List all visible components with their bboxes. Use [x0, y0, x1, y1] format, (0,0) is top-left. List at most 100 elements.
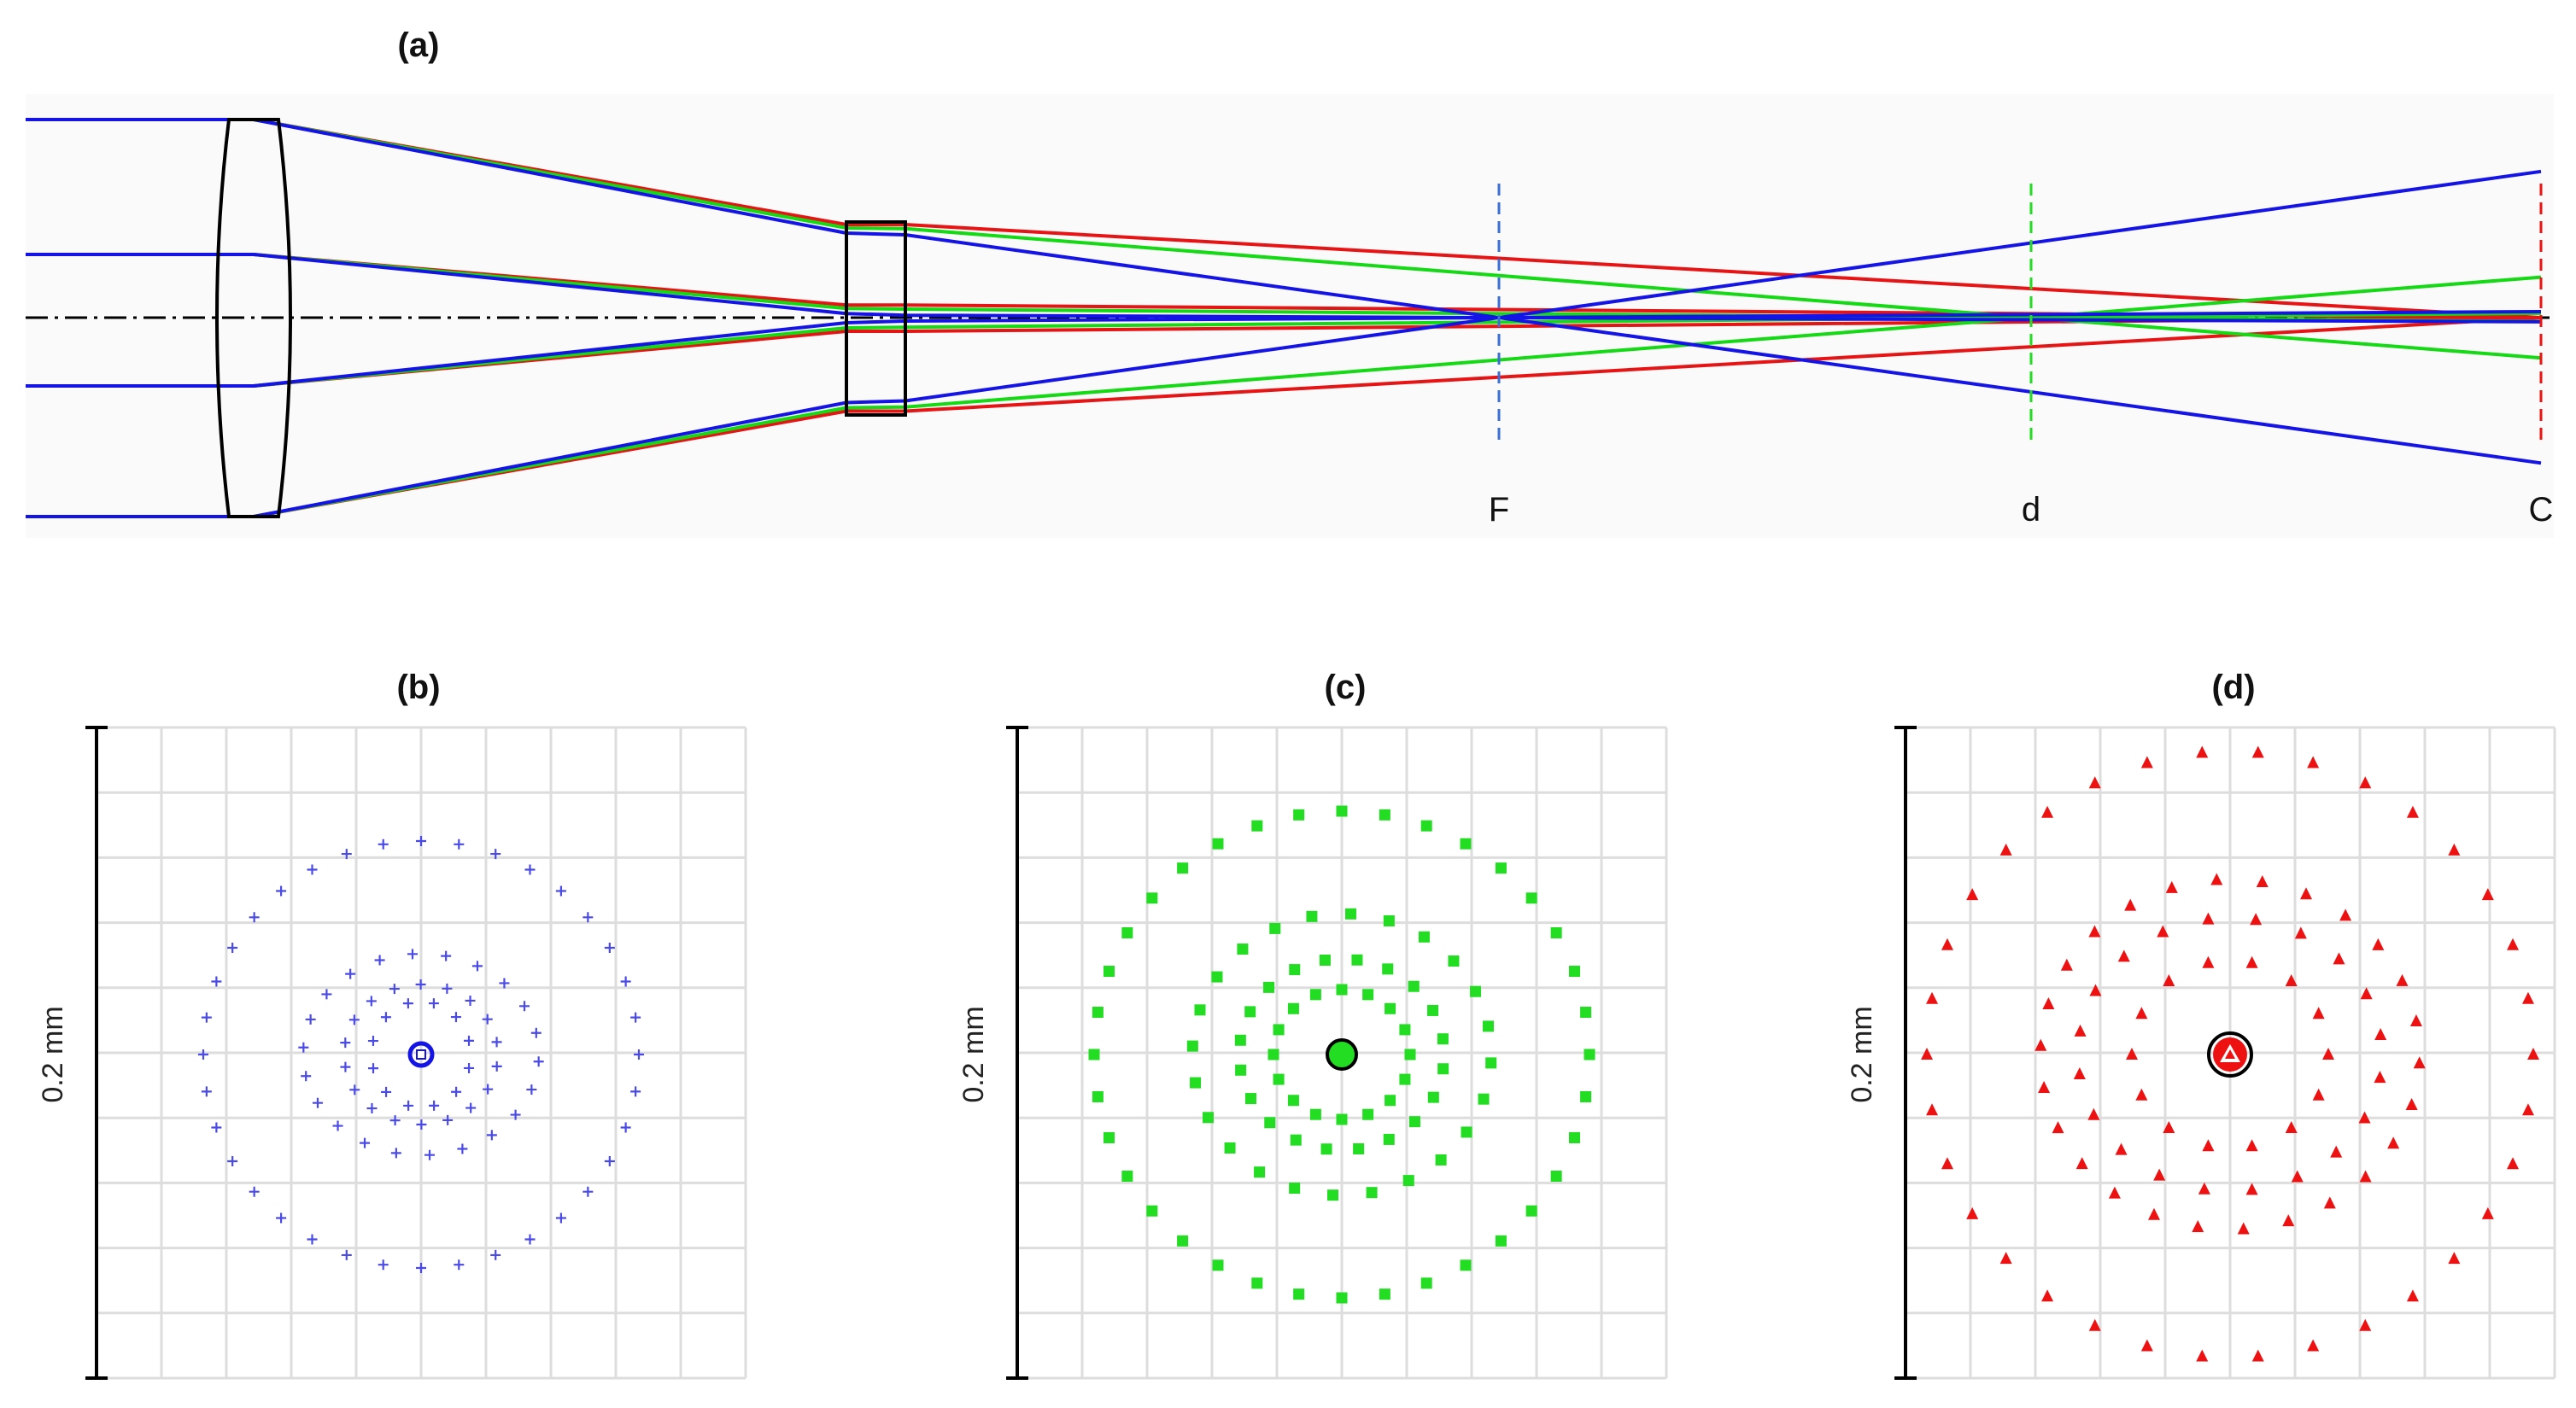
spot-point: [630, 1086, 641, 1097]
spot-point: [555, 1212, 566, 1224]
spot-point: [2251, 745, 2264, 758]
spot-point: [2406, 805, 2419, 818]
spot-point: [630, 1012, 641, 1023]
spot-point: [1420, 1277, 1432, 1289]
spot-point: [524, 1234, 536, 1245]
spot-point: [464, 1062, 475, 1073]
spot-point: [1320, 1143, 1332, 1155]
spot-point: [390, 1148, 401, 1159]
spot-point: [1269, 922, 1281, 934]
spot-point: [1244, 1093, 1256, 1105]
spot-point: [1427, 1091, 1439, 1103]
spot-point: [1264, 1117, 1276, 1129]
spot-point: [2359, 1170, 2372, 1183]
spot-point: [2157, 925, 2169, 938]
spot-point: [1237, 944, 1249, 955]
spot-point: [1212, 838, 1224, 850]
spot-point: [1485, 1057, 1497, 1069]
panel-d-scale-label: 0.2 mm: [1846, 1006, 1878, 1102]
spot-point: [1202, 1112, 1214, 1124]
spot-point: [620, 976, 631, 987]
spot-point: [442, 1114, 454, 1125]
spot-point: [2245, 1139, 2258, 1152]
spot-point: [2372, 938, 2385, 950]
spot-point: [510, 1109, 521, 1120]
spot-point: [301, 1071, 312, 1082]
spot-point: [424, 1149, 436, 1160]
spot-point: [1235, 1064, 1247, 1076]
spot-point: [2312, 1088, 2325, 1101]
panel-b-grid: [95, 726, 747, 1380]
spot-point: [1580, 1090, 1592, 1102]
spot-point: [389, 984, 400, 995]
spot-point: [305, 1014, 316, 1025]
spot-point: [2251, 1349, 2264, 1362]
spot-point: [276, 1212, 287, 1224]
spot-point: [2075, 1157, 2088, 1170]
spot-point: [2126, 1048, 2138, 1060]
spot-point: [1478, 1093, 1490, 1105]
spot-point: [428, 998, 439, 1009]
spot-point: [2041, 805, 2054, 818]
spot-point: [1399, 1024, 1411, 1036]
spot-point: [1092, 1090, 1104, 1102]
spot-point: [451, 1086, 462, 1097]
spot-point: [341, 849, 352, 860]
spot-point: [1362, 1108, 1374, 1120]
spot-point: [2282, 1214, 2295, 1227]
spot-point: [2507, 938, 2520, 950]
spot-point: [2198, 1182, 2210, 1195]
panel-c-scale-label: 0.2 mm: [957, 1006, 990, 1102]
spot-point: [201, 1086, 212, 1097]
spot-point: [533, 1056, 544, 1067]
spot-point: [499, 978, 510, 989]
spot-point: [227, 1156, 238, 1166]
panel-b-scale-label: 0.2 mm: [37, 1006, 69, 1102]
panel-c-scale-bar: [1006, 726, 1028, 1380]
spot-point: [2052, 1121, 2064, 1134]
panel-c: (c) 0.2 mm: [957, 669, 1668, 1380]
spot-point: [2323, 1196, 2336, 1209]
spot-point: [2507, 1157, 2520, 1170]
spot-point: [2237, 1222, 2250, 1235]
spot-point: [1427, 1004, 1439, 1016]
spot-point: [2140, 756, 2153, 768]
spot-point: [1379, 1288, 1390, 1300]
spot-point: [490, 1249, 501, 1260]
spot-point: [2202, 955, 2215, 968]
panel-c-title: (c): [1325, 669, 1367, 706]
spot-point: [1525, 892, 1537, 904]
spot-point: [1999, 1252, 2012, 1265]
spot-point: [1290, 1134, 1302, 1146]
spot-point: [1999, 843, 2012, 856]
spot-point: [2088, 1318, 2101, 1331]
spot-point: [2406, 1289, 2419, 1302]
spot-point: [1379, 809, 1390, 821]
spot-point: [1289, 964, 1301, 976]
spot-point: [1966, 888, 1979, 901]
spot-point: [1190, 1077, 1202, 1089]
spot-point: [211, 976, 222, 987]
spot-point: [374, 955, 385, 966]
spot-point: [2312, 1007, 2325, 1019]
spot-point: [1251, 820, 1263, 832]
spot-point: [1273, 1073, 1285, 1085]
spot-point: [2256, 874, 2269, 887]
spot-point: [1385, 1002, 1396, 1014]
spot-point: [2163, 1121, 2175, 1134]
panel-b-center-marker: [407, 1041, 435, 1068]
spot-point: [1336, 1113, 1348, 1125]
spot-point: [2060, 958, 2073, 971]
spot-point: [2307, 756, 2320, 768]
spot-point: [1263, 981, 1275, 993]
spot-point: [1550, 1171, 1562, 1182]
spot-point: [307, 1234, 318, 1245]
spot-point: [2374, 1028, 2387, 1041]
spot-point: [2073, 1066, 2086, 1079]
spot-point: [2285, 973, 2298, 986]
spot-point: [457, 1143, 468, 1154]
spot-point: [1254, 1166, 1266, 1178]
spot-point: [2202, 912, 2215, 925]
spot-point: [1362, 989, 1374, 1001]
